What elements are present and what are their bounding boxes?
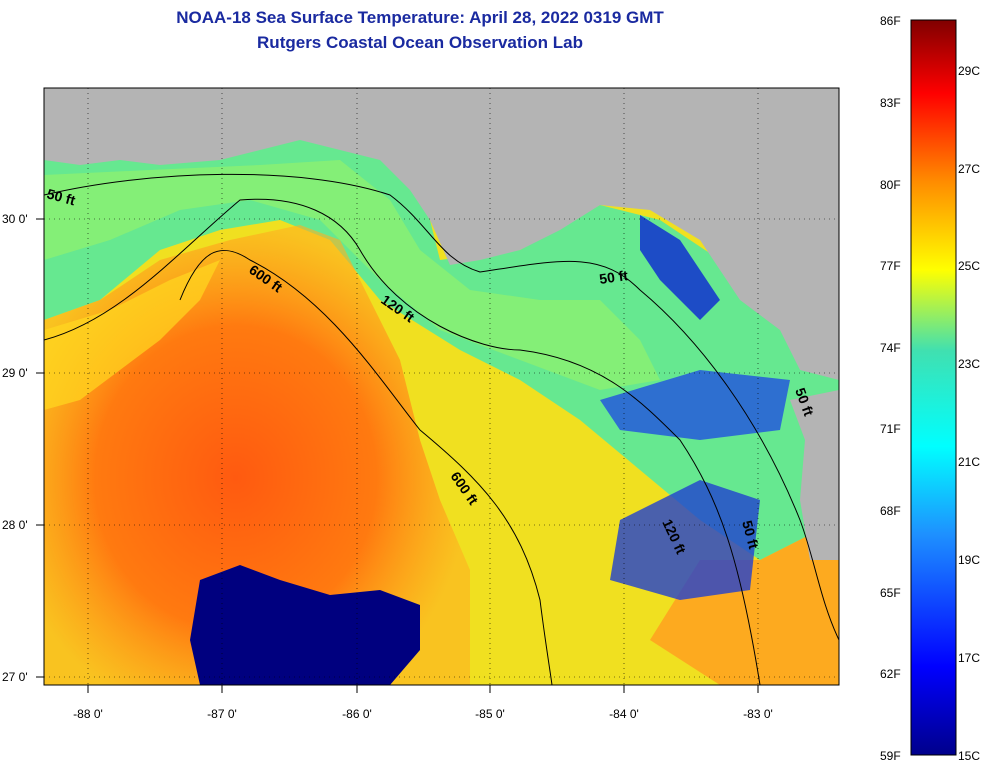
colorbar-c-label: 15C (958, 749, 980, 763)
colorbar-c-label: 25C (958, 259, 980, 273)
contour-50ft-line (44, 173, 839, 641)
colorbar-f-label: 59F (880, 749, 901, 763)
warm-edge-band (44, 260, 220, 410)
colorbar-c-label: 29C (958, 64, 980, 78)
lon-label: -86 0' (342, 707, 372, 721)
colorbar-f-label: 71F (880, 422, 901, 436)
lat-label: 29 0' (2, 366, 28, 380)
lon-label: -85 0' (475, 707, 505, 721)
colorbar-c-label: 21C (958, 455, 980, 469)
land-peninsula (790, 390, 839, 560)
colorbar-f-labels: 86F 83F 80F 77F 74F 71F 68F 65F 62F 59F (880, 14, 901, 763)
lat-label: 28 0' (2, 518, 28, 532)
map-subtitle: Rutgers Coastal Ocean Observation Lab (257, 33, 583, 52)
contour-label: 50 ft (598, 267, 629, 287)
colorbar-c-label: 17C (958, 651, 980, 665)
plot-frame (43, 87, 840, 686)
colorbar-c-label: 23C (958, 357, 980, 371)
lon-label: -83 0' (743, 707, 773, 721)
lon-label: -87 0' (207, 707, 237, 721)
cool-patch-mid (600, 370, 790, 440)
lon-label: -84 0' (609, 707, 639, 721)
colorbar-f-label: 86F (880, 14, 901, 28)
colorbar-f-label: 74F (880, 341, 901, 355)
lon-axis: -88 0' -87 0' -86 0' -85 0' -84 0' -83 0… (73, 685, 773, 721)
lon-label: -88 0' (73, 707, 103, 721)
colorbar-f-label: 83F (880, 96, 901, 110)
contour-label: 50 ft (45, 185, 77, 208)
contour-label: 50 ft (739, 519, 762, 551)
lat-label: 30 0' (2, 212, 28, 226)
colorbar (910, 19, 957, 756)
map-plot-area (44, 88, 839, 685)
cool-patch-south (610, 480, 760, 600)
map-title: NOAA-18 Sea Surface Temperature: April 2… (176, 8, 664, 27)
colorbar-c-labels: 29C 27C 25C 23C 21C 19C 17C 15C (958, 64, 980, 763)
land-mass (44, 88, 839, 380)
colorbar-f-label: 80F (880, 178, 901, 192)
colorbar-f-label: 65F (880, 586, 901, 600)
colorbar-f-label: 68F (880, 504, 901, 518)
colorbar-c-label: 19C (958, 553, 980, 567)
colorbar-c-label: 27C (958, 162, 980, 176)
colorbar-f-label: 77F (880, 259, 901, 273)
cloud-mask (190, 565, 420, 685)
cool-patch-north (640, 215, 720, 320)
contour-600ft-line (179, 250, 553, 685)
colorbar-f-label: 62F (880, 667, 901, 681)
contour-120ft-line (44, 198, 761, 685)
lat-axis: 30 0' 29 0' 28 0' 27 0' (2, 212, 44, 684)
lat-label: 27 0' (2, 670, 28, 684)
nearshore-band (44, 160, 660, 390)
